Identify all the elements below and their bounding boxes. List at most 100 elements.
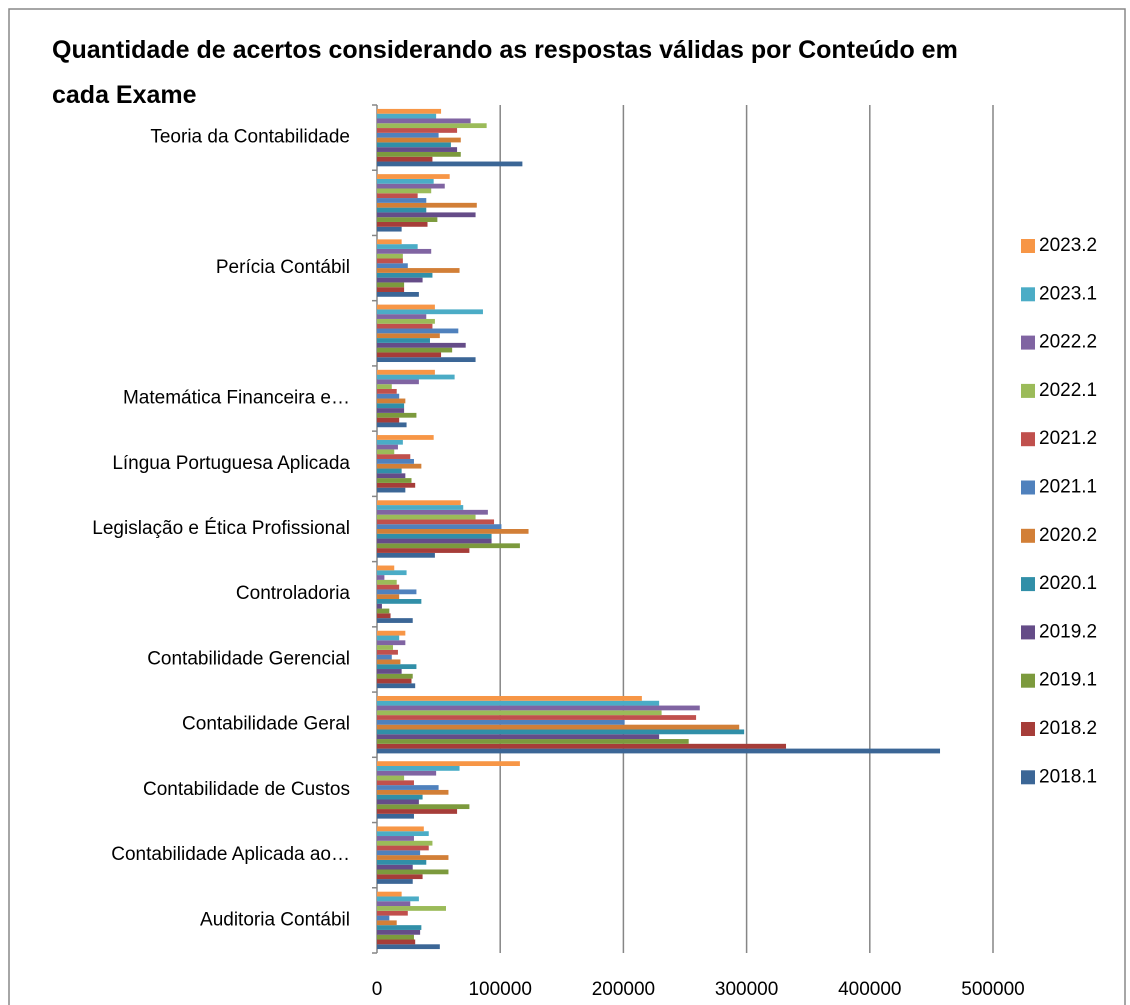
bar xyxy=(377,244,418,249)
bar xyxy=(377,794,423,800)
bar xyxy=(377,113,437,119)
bar xyxy=(377,915,390,921)
bar xyxy=(377,543,520,549)
x-tick-label: 500000 xyxy=(961,979,1024,1000)
bar xyxy=(377,258,403,264)
bar xyxy=(377,910,408,916)
legend-swatch xyxy=(1021,673,1035,688)
bar xyxy=(377,221,428,227)
bar xyxy=(377,347,453,353)
bar xyxy=(377,417,400,423)
y-tick-label: Contabilidade Geral xyxy=(182,714,350,735)
chart-title: Quantidade de acertos considerando as re… xyxy=(52,36,958,109)
bar xyxy=(377,630,406,636)
legend-swatch xyxy=(1021,432,1035,447)
bar xyxy=(377,282,405,288)
bar xyxy=(377,700,660,706)
legend-label: 2022.2 xyxy=(1039,332,1097,353)
bar xyxy=(377,734,660,740)
y-tick-label: Língua Portuguesa Aplicada xyxy=(112,453,350,474)
legend-label: 2019.1 xyxy=(1039,670,1097,691)
bar xyxy=(377,896,419,902)
bar xyxy=(377,729,745,735)
bar xyxy=(377,487,406,493)
bar xyxy=(377,869,449,875)
bar xyxy=(377,388,397,394)
bar xyxy=(377,579,397,585)
y-tick-label: Matemática Financeira e… xyxy=(123,388,350,409)
bar xyxy=(377,422,407,428)
bar xyxy=(377,272,433,278)
bar xyxy=(377,799,419,805)
bar xyxy=(377,813,414,819)
legend-label: 2022.1 xyxy=(1039,380,1097,401)
legend-swatch xyxy=(1021,722,1035,736)
x-tick-label: 200000 xyxy=(592,979,655,1000)
bar xyxy=(377,226,402,232)
bar xyxy=(377,463,422,469)
y-tick-label: Contabilidade Gerencial xyxy=(147,648,350,669)
legend-label: 2020.2 xyxy=(1039,525,1097,546)
bar xyxy=(377,739,689,744)
bar xyxy=(377,594,400,600)
legend-label: 2023.2 xyxy=(1039,235,1097,256)
legend-label: 2021.1 xyxy=(1039,477,1097,498)
bar xyxy=(377,328,459,334)
bar xyxy=(377,673,413,679)
bar xyxy=(377,804,470,810)
bar xyxy=(377,212,476,218)
legend-label: 2019.2 xyxy=(1039,621,1097,642)
bar xyxy=(377,333,440,339)
bar xyxy=(377,635,400,641)
bar xyxy=(377,514,476,520)
bar xyxy=(377,439,403,445)
y-tick-label: Contabilidade Aplicada ao… xyxy=(111,844,350,865)
bar xyxy=(377,836,414,841)
bar xyxy=(377,287,405,292)
bar xyxy=(377,654,392,660)
bar xyxy=(377,137,461,143)
bar xyxy=(377,253,403,259)
bar xyxy=(377,766,460,771)
bar xyxy=(377,529,529,534)
bar xyxy=(377,789,449,795)
legend-swatch xyxy=(1021,383,1035,398)
bar xyxy=(377,342,466,348)
bar xyxy=(377,845,429,851)
bar xyxy=(377,393,400,399)
bar xyxy=(377,123,487,129)
bar xyxy=(377,840,433,846)
bar xyxy=(377,874,423,880)
bar xyxy=(377,538,492,544)
bar xyxy=(377,142,451,148)
bar xyxy=(377,906,446,911)
legend-label: 2018.1 xyxy=(1039,766,1097,787)
bar xyxy=(377,309,483,315)
bar xyxy=(377,879,413,884)
legend-label: 2023.1 xyxy=(1039,283,1097,304)
bar xyxy=(377,724,740,730)
bar xyxy=(377,449,395,455)
bar xyxy=(377,291,419,297)
bar xyxy=(377,548,470,553)
bar xyxy=(377,705,700,711)
bar xyxy=(377,147,458,152)
bar xyxy=(377,929,421,935)
bar xyxy=(377,482,416,488)
legend-swatch xyxy=(1021,239,1035,253)
bar xyxy=(377,678,412,684)
bar xyxy=(377,444,398,450)
bar xyxy=(377,151,461,157)
bar xyxy=(377,509,488,515)
bar xyxy=(377,695,642,701)
bar xyxy=(377,826,424,832)
bar xyxy=(377,207,427,213)
bar xyxy=(377,715,697,720)
bar xyxy=(377,304,435,310)
bar xyxy=(377,850,421,856)
bar xyxy=(377,669,402,674)
bar xyxy=(377,118,471,124)
legend-swatch xyxy=(1021,577,1035,592)
